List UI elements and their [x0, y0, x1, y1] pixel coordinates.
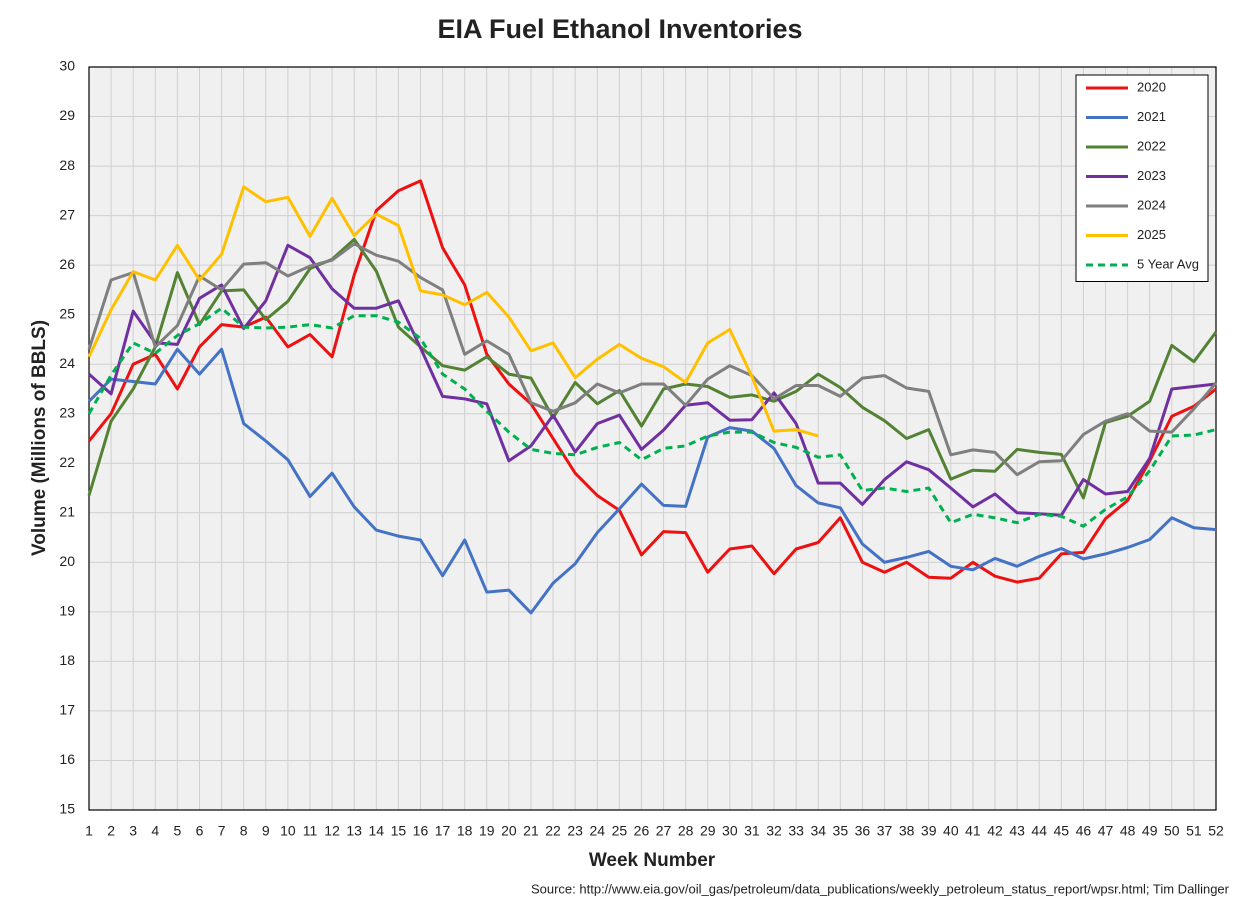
- x-tick-label: 29: [700, 823, 716, 839]
- series-line: [87, 306, 1217, 528]
- x-tick-label: 37: [877, 823, 893, 839]
- y-axis-label: Volume (Millions of BBLS): [29, 320, 50, 556]
- x-tick-label: 46: [1076, 823, 1092, 839]
- x-tick-label: 17: [435, 823, 451, 839]
- y-tick-label: 20: [59, 553, 75, 569]
- y-tick-label: 22: [59, 454, 75, 470]
- x-tick-label: 32: [766, 823, 782, 839]
- x-tick-label: 20: [501, 823, 517, 839]
- legend-label: 2023: [1137, 168, 1166, 183]
- x-tick-label: 49: [1142, 823, 1158, 839]
- x-tick-label: 45: [1054, 823, 1070, 839]
- series-line: [87, 179, 1217, 584]
- series-line: [87, 242, 1218, 477]
- y-tick-label: 29: [59, 107, 75, 123]
- series-line: [87, 243, 1217, 517]
- x-tick-label: 33: [788, 823, 804, 839]
- y-tick-label: 19: [59, 603, 75, 619]
- x-tick-label: 41: [965, 823, 981, 839]
- x-tick-label: 16: [413, 823, 429, 839]
- y-tick-label: 24: [59, 355, 75, 371]
- x-axis-label: Week Number: [589, 850, 716, 871]
- x-tick-label: 26: [634, 823, 650, 839]
- x-tick-label: 2: [107, 823, 115, 839]
- x-tick-label: 27: [656, 823, 672, 839]
- x-tick-label: 10: [280, 823, 296, 839]
- x-tick-label: 50: [1164, 823, 1180, 839]
- y-tick-label: 30: [59, 58, 75, 74]
- x-tick-label: 36: [855, 823, 871, 839]
- x-tick-label: 11: [303, 823, 318, 839]
- x-tick-label: 47: [1098, 823, 1114, 839]
- x-tick-label: 42: [987, 823, 1003, 839]
- legend-label: 2024: [1137, 197, 1166, 212]
- x-tick-label: 34: [810, 823, 826, 839]
- x-tick-label: 51: [1186, 823, 1202, 839]
- x-tick-label: 39: [921, 823, 937, 839]
- y-tick-label: 15: [59, 801, 75, 817]
- legend-label: 2021: [1137, 109, 1166, 124]
- x-tick-label: 23: [567, 823, 583, 839]
- x-tick-label: 3: [129, 823, 137, 839]
- x-tick-label: 22: [545, 823, 561, 839]
- y-tick-label: 21: [59, 504, 75, 520]
- x-tick-label: 43: [1009, 823, 1025, 839]
- series-line: [87, 237, 1218, 500]
- x-tick-label: 15: [391, 823, 407, 839]
- x-tick-label: 25: [612, 823, 628, 839]
- x-tick-label: 13: [346, 823, 362, 839]
- x-tick-label: 40: [943, 823, 959, 839]
- source-note: Source: http://www.eia.gov/oil_gas/petro…: [531, 881, 1230, 896]
- series-line: [87, 185, 819, 438]
- y-tick-label: 17: [59, 702, 75, 718]
- x-tick-label: 38: [899, 823, 915, 839]
- y-tick-label: 18: [59, 652, 75, 668]
- x-tick-label: 31: [744, 823, 760, 839]
- x-tick-label: 5: [173, 823, 181, 839]
- x-tick-label: 48: [1120, 823, 1136, 839]
- legend: 2020 2021 2022 2023 2024 2025 5 Year Avg: [1075, 74, 1209, 282]
- x-tick-label: 8: [240, 823, 248, 839]
- x-tick-label: 6: [196, 823, 204, 839]
- legend-label: 5 Year Avg: [1137, 256, 1199, 271]
- x-tick-label: 7: [218, 823, 226, 839]
- plot-border: [88, 66, 1217, 811]
- chart-title: EIA Fuel Ethanol Inventories: [437, 14, 802, 44]
- y-tick-label: 27: [59, 206, 75, 222]
- y-tick-label: 23: [59, 404, 75, 420]
- legend-label: 2022: [1137, 138, 1166, 153]
- y-tick-label: 28: [59, 157, 75, 173]
- y-tick-label: 16: [59, 751, 75, 767]
- x-tick-label: 9: [262, 823, 270, 839]
- x-tick-label: 24: [589, 823, 605, 839]
- x-tick-label: 35: [833, 823, 849, 839]
- x-tick-label: 28: [678, 823, 694, 839]
- x-tick-label: 1: [85, 823, 93, 839]
- legend-label: 2025: [1137, 227, 1166, 242]
- y-tick-label: 26: [59, 256, 75, 272]
- series-line: [87, 347, 1217, 615]
- x-tick-label: 52: [1208, 823, 1224, 839]
- x-tick-label: 4: [151, 823, 159, 839]
- x-tick-label: 18: [457, 823, 473, 839]
- x-tick-label: 12: [324, 823, 340, 839]
- x-tick-label: 44: [1031, 823, 1047, 839]
- x-tick-label: 19: [479, 823, 495, 839]
- x-tick-label: 14: [368, 823, 384, 839]
- y-tick-label: 25: [59, 305, 75, 321]
- legend-label: 2020: [1137, 79, 1166, 94]
- x-tick-label: 21: [523, 823, 539, 839]
- legend-box: [1075, 74, 1209, 282]
- x-tick-label: 30: [722, 823, 738, 839]
